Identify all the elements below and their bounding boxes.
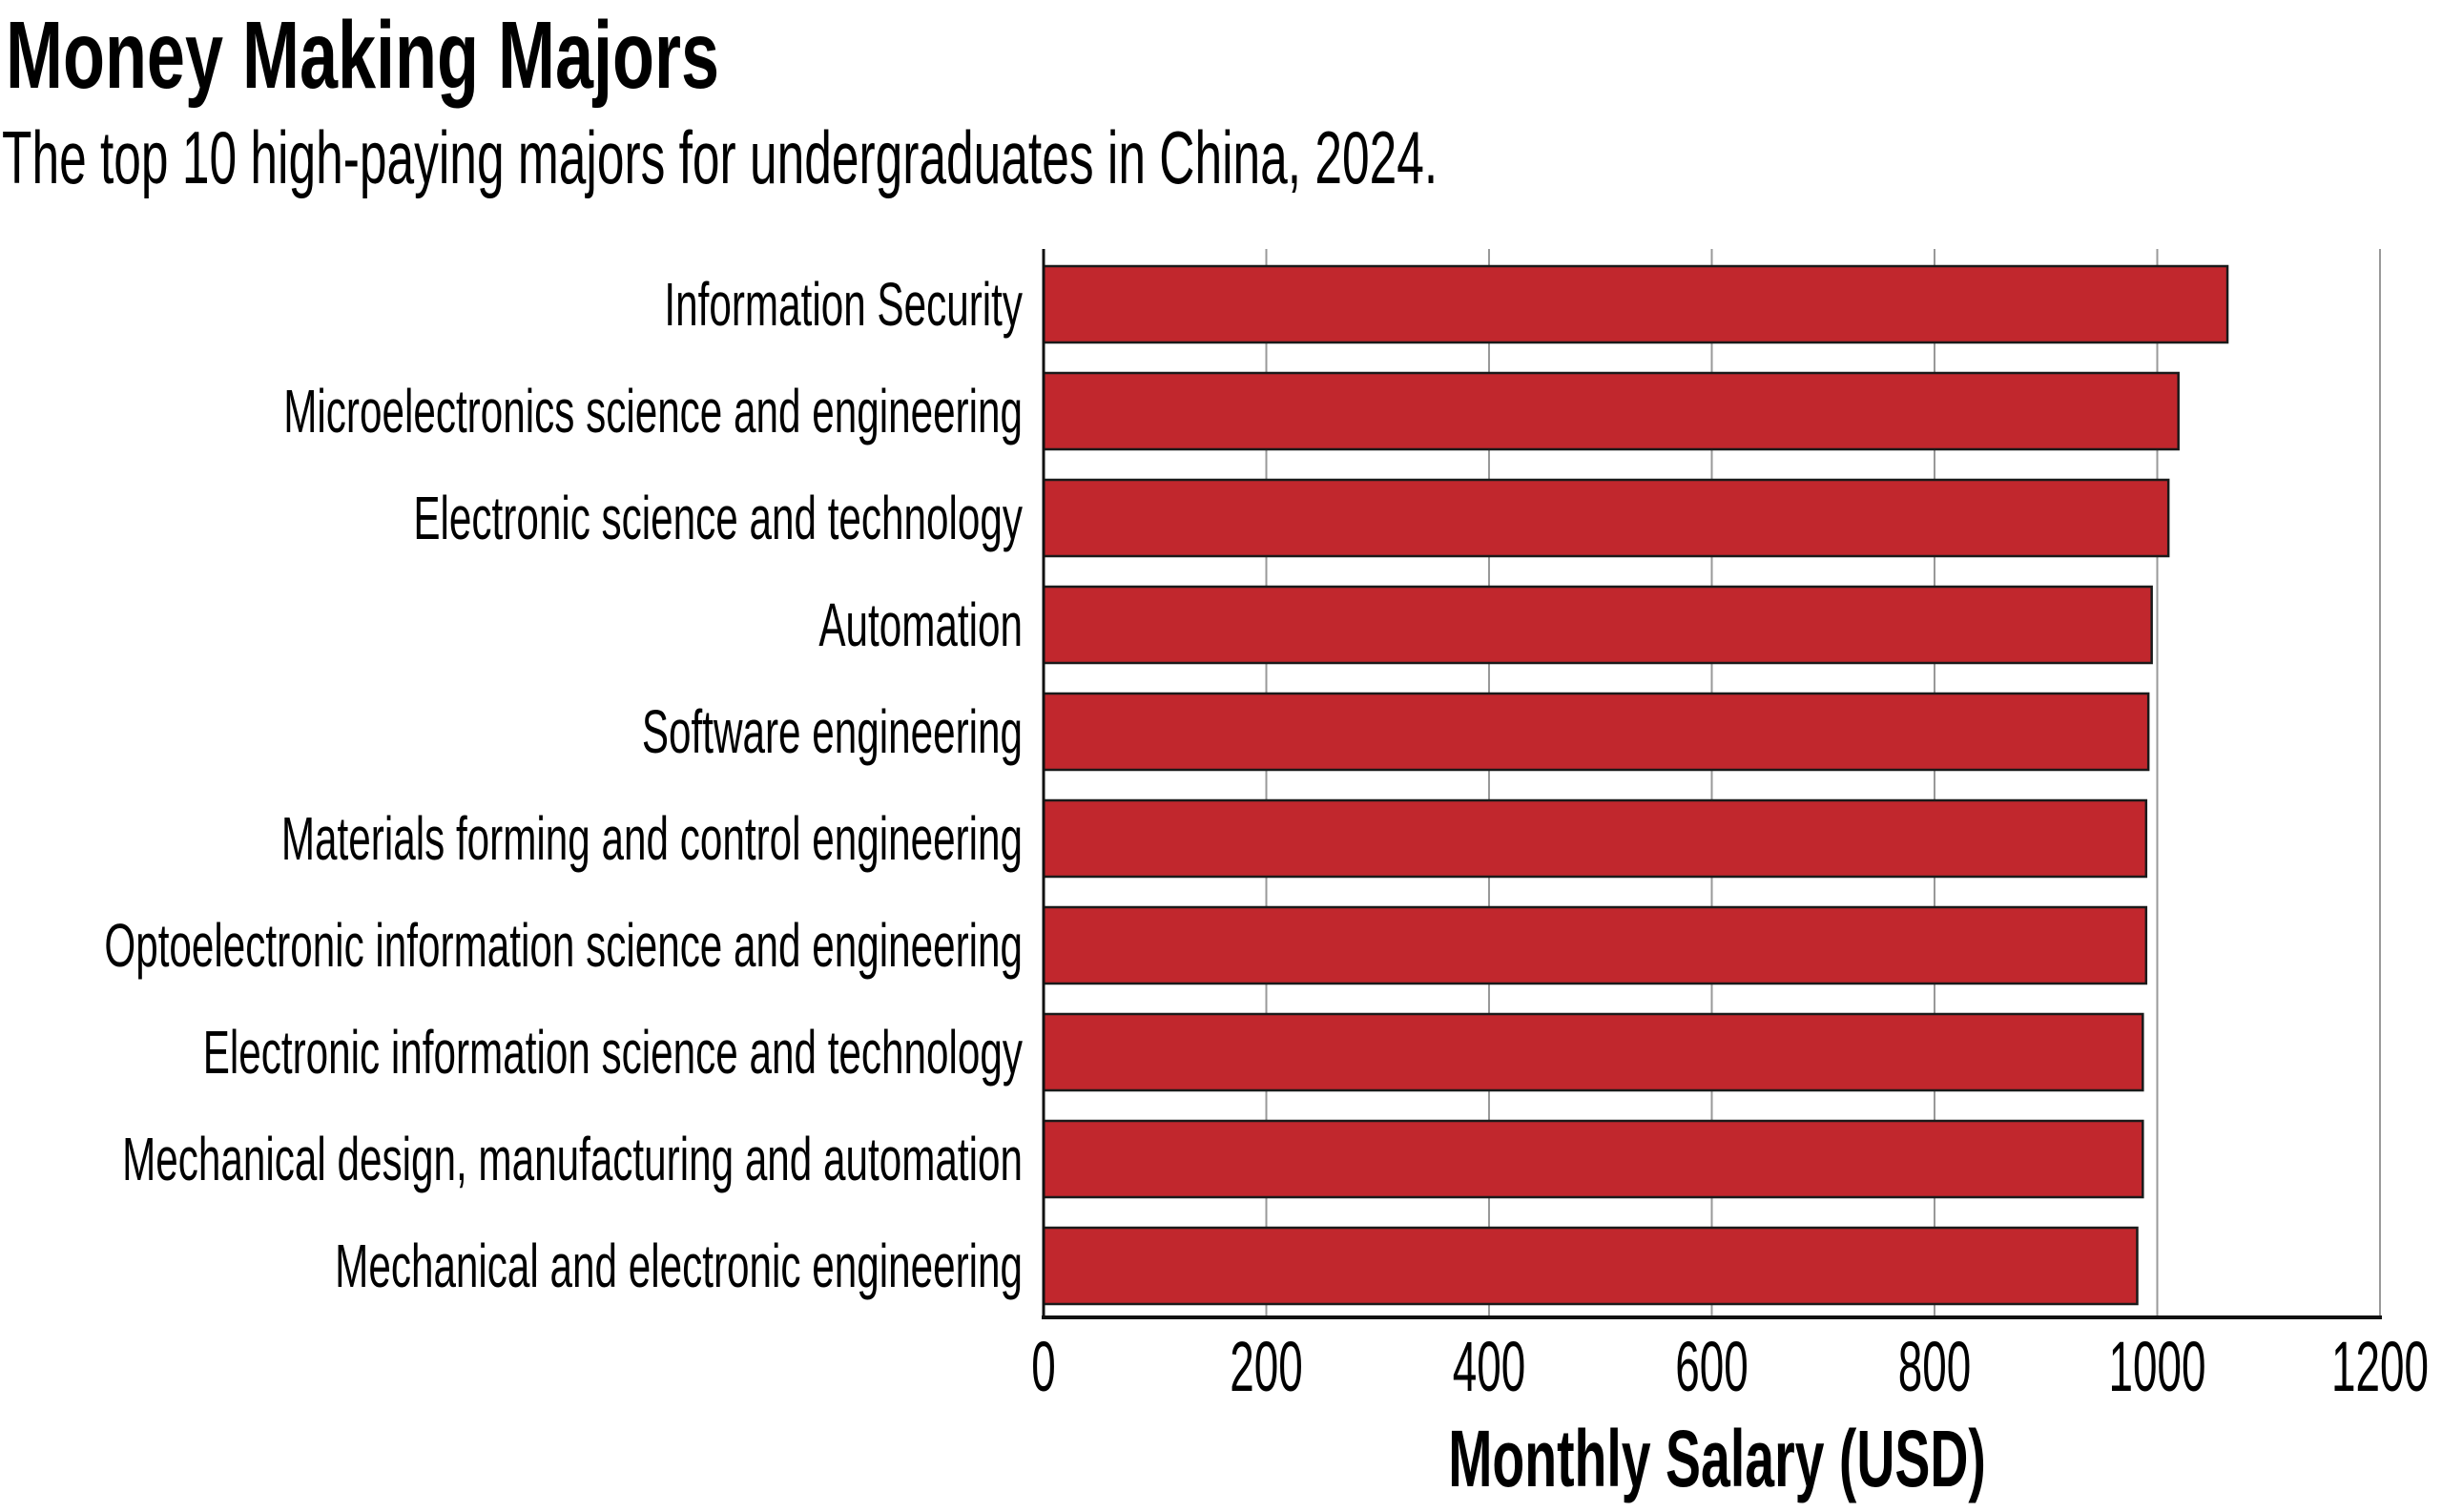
category-label: Mechanical and electronic engineering (335, 1232, 1023, 1300)
category-label: Information Security (664, 271, 1023, 339)
chart-title: Money Making Majors (6, 2, 719, 108)
chart-subtitle: The top 10 high-paying majors for underg… (2, 116, 1438, 199)
bar (1042, 478, 2170, 558)
x-tick-label: 800 (1898, 1328, 1972, 1407)
x-tick-label: 200 (1230, 1328, 1303, 1407)
bar (1042, 585, 2153, 665)
x-tick-label: 400 (1453, 1328, 1526, 1407)
x-axis-title: Monthly Salary (USD) (1448, 1416, 1986, 1504)
bar (1042, 798, 2148, 879)
x-tick-labels: 0 200 400 600 800 1000 1200 (1031, 1328, 2429, 1407)
category-label: Software engineering (642, 698, 1023, 766)
category-label: Mechanical design, manufacturing and aut… (122, 1126, 1023, 1193)
category-labels: Information Security Microelectronics sci… (104, 271, 1023, 1300)
bar (1042, 264, 2229, 344)
x-tick-label: 0 (1031, 1328, 1056, 1407)
bars (1042, 264, 2229, 1306)
category-label: Optoelectronic information science and e… (104, 912, 1023, 980)
x-tick-label: 600 (1675, 1328, 1749, 1407)
category-label: Microelectronics science and engineering (283, 378, 1023, 445)
category-label: Electronic science and technology (413, 485, 1023, 552)
bar (1042, 1226, 2139, 1306)
category-label: Materials forming and control engineerin… (281, 805, 1023, 873)
category-label: Electronic information science and techn… (203, 1019, 1023, 1087)
category-label: Automation (818, 591, 1023, 659)
x-tick-label: 1000 (2108, 1328, 2205, 1407)
x-tick-label: 1200 (2331, 1328, 2429, 1407)
bar (1042, 692, 2150, 772)
bar (1042, 371, 2180, 451)
bar (1042, 1012, 2144, 1092)
bar (1042, 1119, 2144, 1199)
bar (1042, 905, 2148, 985)
